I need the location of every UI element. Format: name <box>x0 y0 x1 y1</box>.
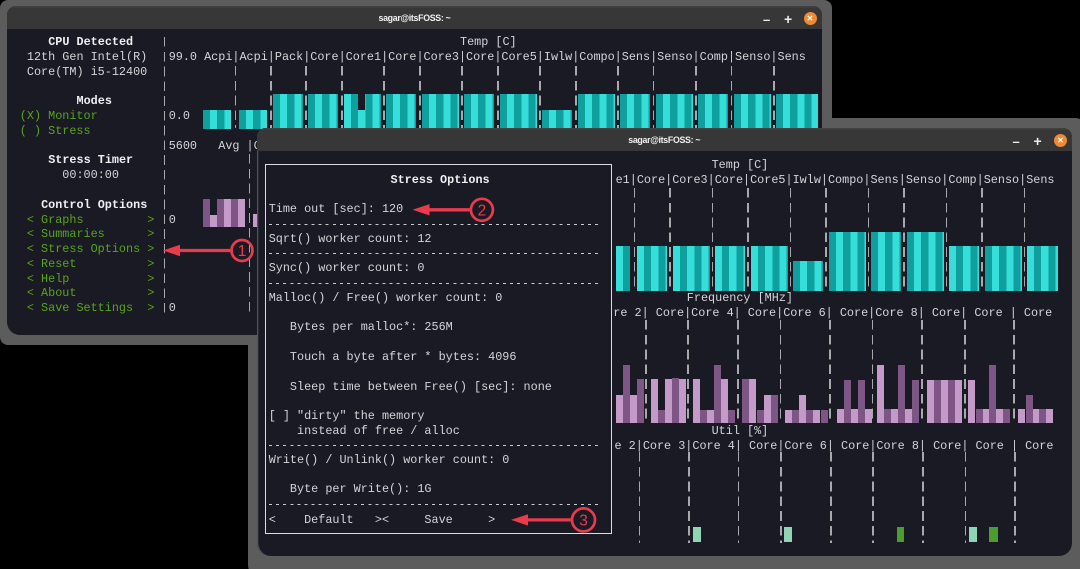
svg-text:1: 1 <box>238 243 247 260</box>
svg-text:3: 3 <box>579 512 588 529</box>
svg-text:2: 2 <box>478 202 487 219</box>
